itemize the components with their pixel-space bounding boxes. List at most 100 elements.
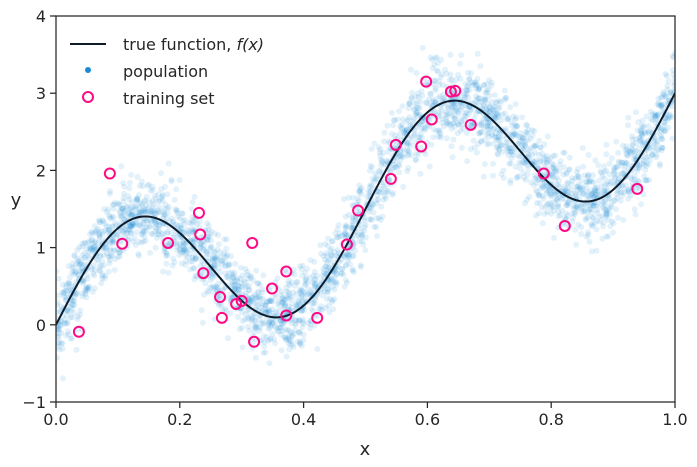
population-point: [177, 241, 184, 248]
population-point: [246, 296, 253, 303]
population-point: [211, 284, 218, 291]
population-point: [105, 223, 112, 230]
population-point: [368, 183, 375, 190]
population-point: [615, 149, 622, 156]
population-point: [574, 166, 581, 172]
population-point: [484, 123, 491, 130]
population-point: [359, 238, 365, 245]
population-point: [56, 326, 61, 333]
population-point: [146, 223, 153, 230]
population-point: [187, 258, 194, 265]
population-point: [148, 230, 155, 237]
population-point: [122, 226, 129, 233]
population-point: [264, 298, 271, 305]
population-point: [431, 108, 438, 115]
population-point: [646, 128, 653, 135]
population-point: [495, 151, 502, 158]
population-point: [327, 251, 334, 258]
population-point: [551, 207, 558, 214]
population-point: [70, 264, 77, 271]
population-point: [102, 245, 109, 251]
population-point: [606, 171, 613, 178]
population-point: [346, 254, 353, 261]
population-point: [84, 285, 91, 292]
population-point: [62, 319, 69, 326]
population-point: [235, 286, 241, 293]
population-point: [436, 130, 443, 136]
population-point: [589, 202, 596, 209]
population-point: [652, 114, 659, 121]
population-point: [354, 208, 361, 215]
population-point: [81, 261, 88, 268]
population-point: [577, 185, 583, 192]
population-point: [252, 304, 259, 311]
population-point: [273, 318, 280, 325]
population-point: [379, 189, 386, 195]
population-point: [438, 71, 445, 78]
population-point: [610, 167, 617, 174]
population-point: [583, 192, 590, 199]
population-point: [173, 207, 180, 214]
population-point: [666, 114, 673, 121]
population-point: [469, 82, 476, 89]
population-point: [89, 236, 95, 243]
population-point: [613, 138, 620, 145]
population-point: [63, 294, 70, 301]
population-point: [605, 196, 612, 203]
population-point: [480, 125, 487, 132]
population-point: [141, 227, 148, 234]
population-point: [454, 130, 461, 137]
population-point: [96, 233, 103, 240]
population-point: [613, 164, 620, 171]
population-point: [588, 206, 595, 213]
population-point: [143, 193, 150, 200]
population-point: [537, 144, 544, 151]
population-point: [320, 266, 327, 272]
population-point: [110, 205, 117, 212]
population-point: [275, 328, 282, 335]
population-point: [523, 131, 530, 138]
population-point: [463, 86, 469, 93]
population-point: [458, 52, 465, 59]
population-point: [175, 213, 181, 220]
population-point: [174, 208, 181, 214]
population-point: [490, 113, 497, 120]
population-point: [388, 109, 395, 116]
population-point: [372, 170, 378, 177]
population-point: [140, 209, 147, 216]
population-point: [501, 96, 508, 103]
population-point: [165, 160, 172, 167]
population-point: [78, 267, 85, 274]
population-point: [364, 193, 371, 200]
population-point: [436, 109, 443, 116]
population-point: [349, 266, 356, 273]
population-point: [478, 99, 485, 106]
population-point: [190, 265, 197, 272]
population-point: [58, 303, 65, 310]
population-point: [427, 101, 434, 108]
population-point: [189, 254, 196, 261]
population-point: [396, 169, 402, 176]
population-point: [543, 187, 550, 194]
population-point: [406, 135, 413, 142]
population-point: [82, 285, 89, 291]
population-point: [412, 156, 419, 163]
population-point: [670, 54, 675, 61]
population-point: [574, 183, 581, 190]
population-point: [109, 236, 116, 243]
population-point: [541, 141, 548, 148]
population-point: [449, 120, 456, 127]
population-point: [203, 250, 210, 257]
population-point: [508, 155, 515, 162]
y-tick-label: 0: [36, 316, 46, 335]
population-point: [196, 218, 203, 225]
population-point: [246, 327, 253, 334]
population-point: [269, 306, 276, 313]
population-point: [369, 164, 375, 171]
population-point: [338, 270, 345, 277]
population-point: [96, 217, 102, 224]
population-point: [381, 161, 388, 168]
population-point: [588, 209, 595, 216]
population-point: [269, 331, 276, 338]
